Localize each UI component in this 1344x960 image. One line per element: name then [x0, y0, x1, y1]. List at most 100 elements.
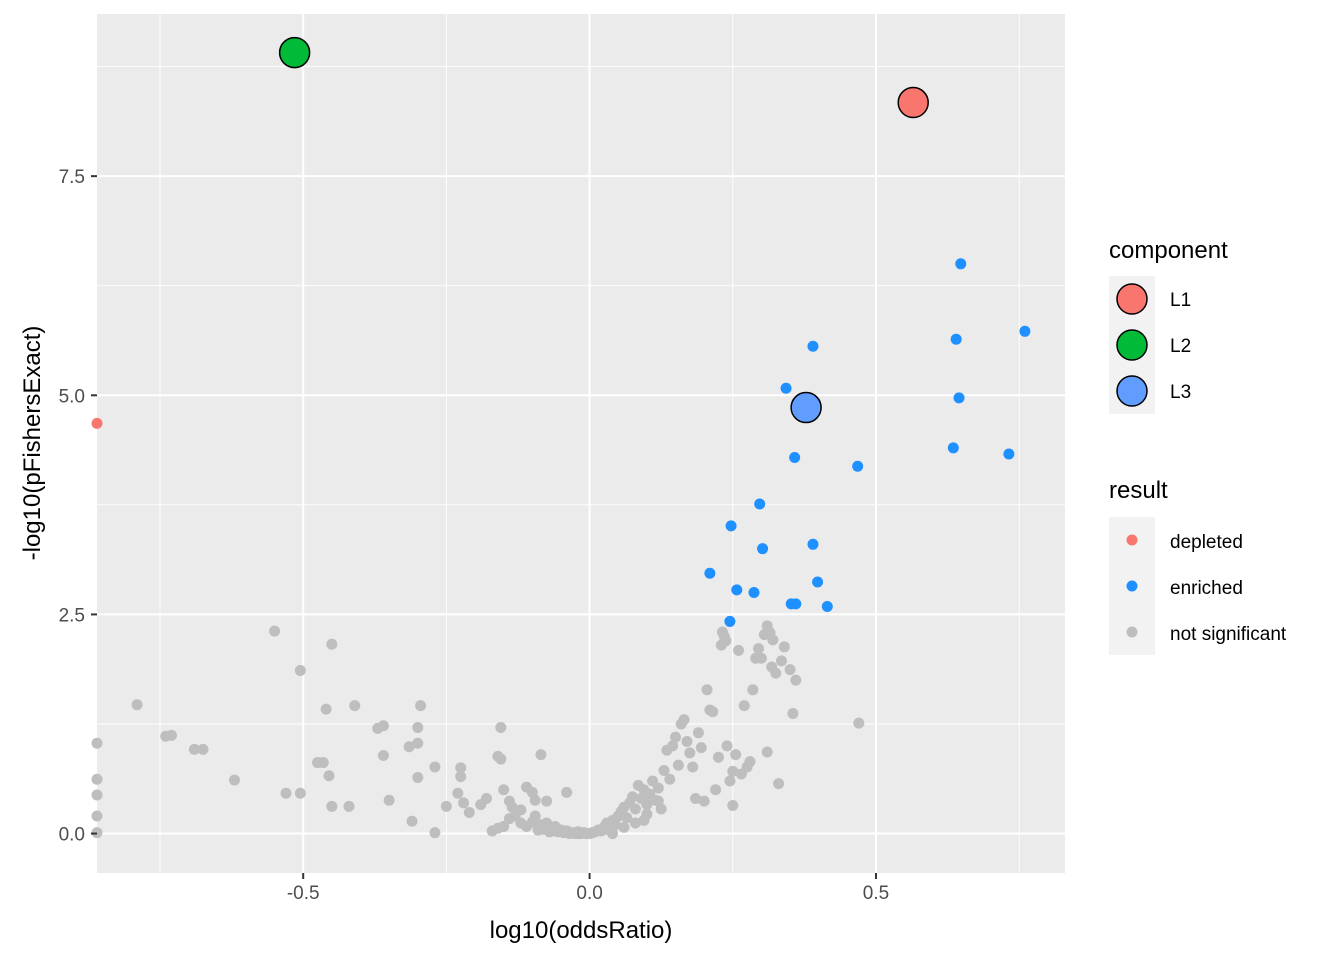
- legend-label-not-significant: not significant: [1170, 624, 1287, 645]
- point-not-significant: [609, 819, 621, 831]
- point-not-significant: [317, 757, 329, 769]
- component-point-L3: [790, 391, 822, 424]
- point-not-significant: [91, 789, 103, 801]
- point-not-significant: [349, 700, 361, 712]
- point-depleted: [91, 417, 103, 429]
- point-not-significant: [412, 737, 424, 749]
- point-not-significant: [269, 625, 281, 637]
- legend-result: result depleted enriched not significant: [1109, 477, 1287, 655]
- point-not-significant: [773, 778, 785, 790]
- point-not-significant: [627, 791, 639, 803]
- x-tick-label: -0.5: [287, 883, 320, 904]
- point-not-significant: [455, 762, 467, 774]
- point-not-significant: [412, 771, 424, 783]
- point-not-significant: [541, 795, 553, 807]
- point-not-significant: [294, 665, 306, 677]
- point-not-significant: [377, 750, 389, 762]
- component-point-L2: [278, 36, 311, 69]
- point-not-significant: [720, 635, 732, 647]
- point-not-significant: [320, 703, 332, 715]
- point-not-significant: [690, 792, 702, 804]
- point-enriched: [955, 258, 967, 270]
- point-not-significant: [455, 771, 467, 783]
- point-not-significant: [326, 800, 338, 812]
- legend-key-L1: [1116, 283, 1148, 315]
- point-enriched: [789, 452, 801, 464]
- legend-key-depleted: [1126, 534, 1138, 546]
- legend-label-L2: L2: [1170, 336, 1191, 357]
- point-not-significant: [91, 810, 103, 822]
- point-not-significant: [744, 756, 756, 768]
- point-not-significant: [280, 787, 292, 799]
- grid-minor: [97, 14, 1065, 873]
- point-enriched: [821, 601, 833, 613]
- y-tick-label: 0.0: [59, 825, 85, 846]
- point-not-significant: [326, 638, 338, 650]
- point-enriched: [1003, 448, 1015, 460]
- point-not-significant: [506, 801, 518, 813]
- point-not-significant: [535, 749, 547, 761]
- point-not-significant: [775, 655, 787, 667]
- point-not-significant: [721, 740, 733, 752]
- point-not-significant: [188, 743, 200, 755]
- point-enriched: [754, 498, 766, 510]
- point-not-significant: [687, 761, 699, 773]
- point-not-significant: [664, 773, 676, 785]
- point-enriched: [807, 538, 819, 550]
- point-not-significant: [641, 799, 653, 811]
- point-not-significant: [767, 634, 779, 646]
- x-tick-label: 0.5: [863, 883, 889, 904]
- point-not-significant: [658, 764, 670, 776]
- point-not-significant: [165, 729, 177, 741]
- point-not-significant: [778, 641, 790, 653]
- point-not-significant: [343, 800, 355, 812]
- point-enriched: [947, 442, 959, 454]
- point-not-significant: [294, 787, 306, 799]
- point-not-significant: [197, 743, 209, 755]
- y-tick-label: 2.5: [59, 605, 85, 626]
- legend-label-enriched: enriched: [1170, 578, 1243, 599]
- legend-component-title: component: [1109, 237, 1228, 264]
- point-not-significant: [853, 717, 865, 729]
- point-not-significant: [458, 797, 470, 809]
- point-not-significant: [91, 737, 103, 749]
- point-not-significant: [131, 699, 143, 711]
- point-not-significant: [652, 795, 664, 807]
- point-not-significant: [529, 810, 541, 822]
- point-not-significant: [323, 770, 335, 782]
- legend-key-L2: [1116, 329, 1148, 361]
- point-not-significant: [572, 828, 584, 840]
- point-not-significant: [672, 759, 684, 771]
- point-not-significant: [670, 731, 682, 743]
- point-not-significant: [561, 786, 573, 798]
- point-not-significant: [695, 742, 707, 754]
- point-not-significant: [727, 800, 739, 812]
- x-tick-label: 0.0: [576, 883, 602, 904]
- point-not-significant: [784, 664, 796, 676]
- point-enriched: [780, 382, 792, 394]
- legend-result-title: result: [1109, 477, 1168, 504]
- legend-key-enriched: [1126, 580, 1138, 592]
- x-axis-title: log10(oddsRatio): [490, 917, 673, 944]
- point-not-significant: [724, 775, 736, 787]
- point-not-significant: [480, 792, 492, 804]
- point-enriched: [704, 567, 716, 579]
- point-not-significant: [452, 787, 464, 799]
- legend-label-L1: L1: [1170, 290, 1191, 311]
- point-not-significant: [701, 684, 713, 696]
- point-enriched: [724, 615, 736, 627]
- legend-label-depleted: depleted: [1170, 532, 1243, 553]
- legend-component: component L1 L2 L3: [1109, 237, 1228, 414]
- y-tick-label: 5.0: [59, 386, 85, 407]
- point-enriched: [953, 392, 965, 404]
- point-enriched: [725, 520, 737, 532]
- point-not-significant: [712, 751, 724, 763]
- point-not-significant: [790, 674, 802, 686]
- point-not-significant: [91, 773, 103, 785]
- point-not-significant: [698, 795, 710, 807]
- point-not-significant: [684, 747, 696, 759]
- point-not-significant: [383, 794, 395, 806]
- y-axis: 0.0 2.5 5.0 7.5: [59, 167, 97, 846]
- point-not-significant: [463, 807, 475, 819]
